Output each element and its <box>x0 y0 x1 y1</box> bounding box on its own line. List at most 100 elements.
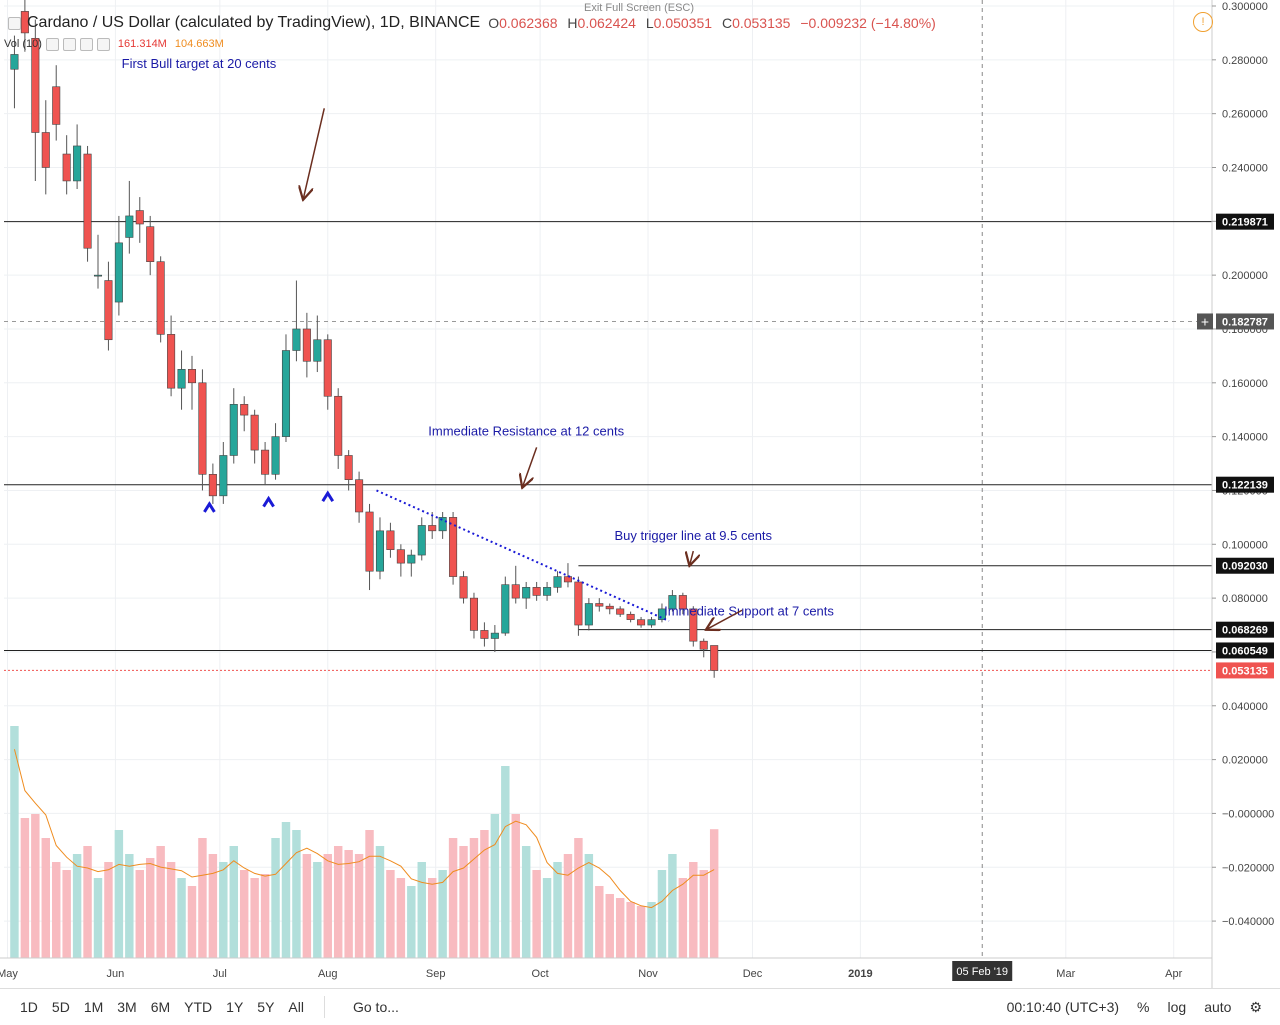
range-5d[interactable]: 5D <box>51 999 70 1015</box>
volume-bar <box>511 814 520 958</box>
volume-bar <box>62 870 71 958</box>
volume-bar <box>626 902 635 958</box>
y-tick-label: 0.240000 <box>1222 162 1268 174</box>
collapse-icon[interactable] <box>8 16 21 30</box>
candle <box>522 587 531 599</box>
volume-bar <box>333 846 343 958</box>
candle <box>678 595 687 610</box>
candle <box>375 530 384 572</box>
crosshair-plus-glyph: + <box>1201 313 1209 329</box>
volume-bar <box>145 858 155 958</box>
gear-icon[interactable] <box>62 37 76 51</box>
volume-bar <box>260 874 270 958</box>
level-price-tag <box>1216 476 1274 493</box>
candle <box>386 530 395 550</box>
candle <box>480 630 489 639</box>
volume-bar <box>407 886 416 958</box>
volume-ma-value: 104.663M <box>174 38 224 50</box>
low-value: 0.050351 <box>653 15 713 31</box>
x-tick-label: Jul <box>213 968 227 980</box>
y-tick-label: 0.280000 <box>1222 55 1268 67</box>
candle <box>459 576 468 599</box>
candles <box>10 0 719 678</box>
y-tick-label: 0.260000 <box>1222 109 1268 121</box>
volume-bar <box>563 854 573 958</box>
exit-fullscreen-hint[interactable]: Exit Full Screen (ESC) <box>584 2 695 14</box>
volume-bar <box>615 898 625 958</box>
candle <box>135 210 144 225</box>
percent-toggle[interactable]: % <box>1137 999 1150 1015</box>
plus-icon[interactable] <box>79 37 93 51</box>
volume-bar <box>657 870 667 958</box>
y-axis[interactable]: 0.3000000.2800000.2600000.2400000.220000… <box>1197 0 1280 988</box>
volume-bar <box>417 862 426 958</box>
log-toggle[interactable]: log <box>1167 999 1187 1015</box>
level-price-label: 0.053135 <box>1222 665 1268 677</box>
range-3m[interactable]: 3M <box>117 999 137 1015</box>
range-5y[interactable]: 5Y <box>257 999 275 1015</box>
volume-bar <box>647 902 656 958</box>
y-tick-label: 0.020000 <box>1222 755 1268 767</box>
volume-bar <box>595 886 604 958</box>
range-6m[interactable]: 6M <box>150 999 171 1015</box>
candle <box>261 449 270 475</box>
drawings: First Bull target at 20 cents Immediate R… <box>122 56 834 629</box>
volume-bar <box>574 838 583 958</box>
volume-bar <box>281 822 291 958</box>
eye-icon[interactable] <box>45 37 59 51</box>
level-price-tag <box>1216 557 1274 574</box>
candle <box>167 334 176 389</box>
y-tick-label: 0.200000 <box>1222 270 1268 282</box>
range-1y[interactable]: 1Y <box>226 999 244 1015</box>
x-tick-label: Nov <box>638 968 658 980</box>
cursor-date-label: 05 Feb '19 <box>956 966 1008 978</box>
y-tick-label: −0.020000 <box>1222 862 1274 874</box>
crosshair-plus-icon <box>1197 313 1213 330</box>
range-1m[interactable]: 1M <box>83 999 104 1015</box>
annotation-text: First Bull target at 20 cents <box>122 56 277 71</box>
level-price-label: 0.182787 <box>1222 316 1268 328</box>
open-label: O <box>488 15 500 31</box>
candle <box>365 511 374 572</box>
x-tick-label: Aug <box>318 968 338 980</box>
candle <box>20 11 29 34</box>
candle <box>10 54 19 70</box>
auto-toggle[interactable]: auto <box>1204 999 1232 1015</box>
close-icon[interactable] <box>96 37 110 51</box>
level-price-label: 0.068269 <box>1222 625 1268 637</box>
range-ytd[interactable]: YTD <box>184 999 213 1015</box>
volume-bar <box>313 862 322 958</box>
volume-bar <box>521 846 531 958</box>
range-1d[interactable]: 1D <box>20 999 38 1015</box>
volume-bar <box>365 830 374 958</box>
candle <box>543 587 552 596</box>
grid <box>4 0 1212 958</box>
volume-bar <box>219 862 228 958</box>
settings-gear-icon[interactable]: ⚙ <box>1249 998 1262 1015</box>
goto-button[interactable]: Go to... <box>352 999 399 1015</box>
candle <box>626 613 635 620</box>
alert-icon[interactable]: ! <box>1193 12 1213 32</box>
x-axis[interactable]: May Jun Jul Aug Sep Oct Nov Dec 2019 Mar Apr 05 Feb… <box>0 957 1212 981</box>
candle <box>198 382 207 475</box>
volume-bar <box>375 846 385 958</box>
close-label: C <box>721 15 733 31</box>
range-all[interactable]: All <box>288 999 304 1015</box>
volume-bar <box>187 886 197 958</box>
volume-bar <box>438 870 447 958</box>
volume-bar <box>198 838 207 958</box>
x-tick-label: Oct <box>532 968 549 980</box>
horizontal-levels <box>4 221 1212 671</box>
volume-bar <box>605 894 614 958</box>
level-price-label: 0.122139 <box>1222 480 1268 492</box>
volume-bar <box>396 878 406 958</box>
annotation-arrow <box>523 447 538 486</box>
level-price-label: 0.060549 <box>1222 645 1268 657</box>
volume-indicator-label[interactable]: Vol (10) <box>4 38 42 50</box>
candle <box>668 595 677 610</box>
candle <box>616 608 625 615</box>
candle <box>208 474 217 497</box>
ohlc-readout: O0.062368 H0.062424 L0.050351 C0.053135 … <box>488 15 942 31</box>
